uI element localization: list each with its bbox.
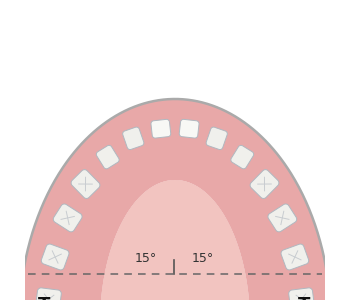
Polygon shape [96, 146, 119, 169]
Polygon shape [100, 180, 250, 300]
Polygon shape [19, 99, 331, 300]
Polygon shape [123, 127, 144, 150]
Polygon shape [231, 146, 254, 169]
Text: 15°: 15° [191, 253, 214, 266]
Polygon shape [250, 170, 279, 198]
Polygon shape [151, 119, 171, 138]
Polygon shape [289, 288, 314, 300]
Polygon shape [206, 127, 227, 150]
Polygon shape [41, 244, 69, 270]
Polygon shape [100, 180, 250, 300]
Polygon shape [36, 288, 61, 300]
Polygon shape [53, 204, 82, 232]
Text: 15°: 15° [134, 253, 157, 266]
Text: T: T [298, 296, 310, 300]
Text: T: T [38, 296, 51, 300]
Polygon shape [71, 170, 100, 198]
Polygon shape [268, 204, 297, 232]
Polygon shape [179, 119, 199, 138]
Polygon shape [281, 244, 309, 270]
